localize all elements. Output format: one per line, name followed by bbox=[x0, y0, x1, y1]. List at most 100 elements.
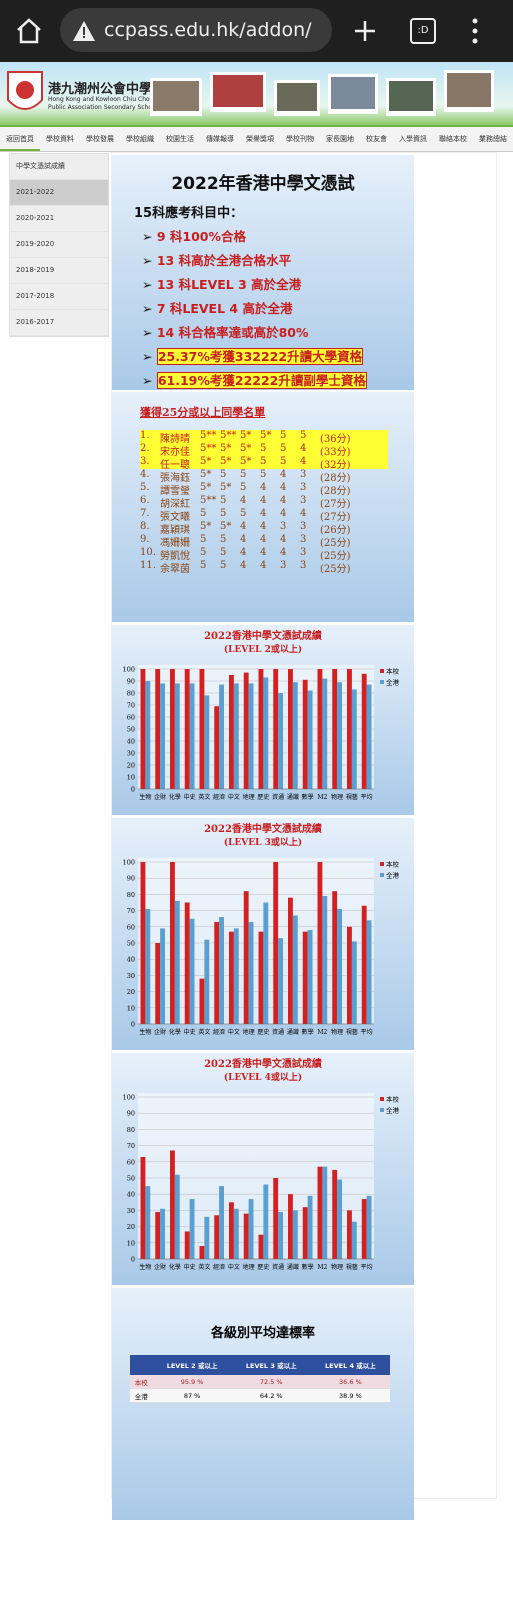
bar bbox=[184, 902, 190, 1024]
students-title: 獲得25分或以上同學名單 bbox=[140, 406, 266, 419]
x-tick-label: 化學 bbox=[169, 793, 181, 801]
bar bbox=[214, 1215, 220, 1259]
student-cell: 5* bbox=[200, 482, 212, 493]
nav-item[interactable]: 榮譽獎項 bbox=[246, 135, 274, 143]
bar bbox=[160, 683, 165, 789]
bar bbox=[332, 1169, 338, 1259]
bar bbox=[288, 669, 293, 789]
summary-point-text: 25.37%考獲332222升讀大學資格 bbox=[156, 348, 364, 365]
student-cell: 張文曦 bbox=[160, 512, 190, 523]
home-button[interactable] bbox=[14, 16, 44, 46]
bar bbox=[347, 926, 352, 1024]
summary-point-text: 61.19%考獲22222升讀副學士資格 bbox=[156, 372, 367, 389]
nav-bar: 返回首頁 學校資料 學校發展 學校組織 校園生活 傳媒報導 榮譽獎項 學校刊物 家長園地 校友會 入… bbox=[0, 125, 513, 152]
bar bbox=[199, 669, 205, 789]
nav-item[interactable]: 返回首頁 bbox=[0, 127, 40, 151]
sidebar-item[interactable]: 中學文憑試成績 bbox=[10, 154, 108, 180]
bar bbox=[140, 862, 146, 1024]
url-bar[interactable]: ccpass.edu.hk/addon/ bbox=[60, 8, 332, 52]
nav-item[interactable]: 入學資訊 bbox=[399, 135, 427, 143]
summary-point: 7 科LEVEL 4 高於全港 bbox=[142, 298, 414, 317]
x-tick-label: 數學 bbox=[302, 1028, 314, 1036]
bar bbox=[204, 1216, 210, 1259]
nav-item[interactable]: 校園生活 bbox=[166, 135, 194, 143]
x-tick-label: 企財 bbox=[154, 793, 166, 801]
nav-item[interactable]: 傳媒報導 bbox=[206, 135, 234, 143]
y-tick-label: 30 bbox=[127, 1207, 135, 1215]
nav-item[interactable]: 學校刊物 bbox=[286, 135, 314, 143]
x-tick-label: 英文 bbox=[198, 1263, 210, 1271]
tab-switcher[interactable]: :D bbox=[410, 18, 436, 44]
student-cell: 5* bbox=[240, 430, 252, 441]
y-tick-label: 100 bbox=[123, 666, 135, 674]
bar bbox=[174, 683, 180, 789]
student-cell: 3 bbox=[280, 560, 287, 571]
table-header-row: LEVEL 2 或以上 LEVEL 3 或以上 LEVEL 4 或以上 bbox=[130, 1355, 390, 1375]
student-cell: 3 bbox=[300, 495, 307, 506]
nav-item[interactable]: 校友會 bbox=[366, 135, 387, 143]
student-cell: 4 bbox=[260, 521, 267, 532]
bar bbox=[229, 931, 234, 1024]
x-tick-label: M2 bbox=[317, 1029, 327, 1036]
y-tick-label: 60 bbox=[127, 923, 135, 931]
nav-item[interactable]: 學校資料 bbox=[46, 135, 74, 143]
y-tick-label: 0 bbox=[131, 786, 135, 794]
student-cell: 4 bbox=[260, 482, 267, 493]
x-tick-label: 生物 bbox=[139, 793, 151, 801]
student-cell: 5 bbox=[200, 508, 207, 519]
student-row: 11. 余翠茵 5 5 4 4 3 3 (25分) bbox=[140, 560, 388, 575]
menu-button[interactable] bbox=[470, 16, 480, 46]
summary-point: 9 科100%合格 bbox=[142, 226, 414, 245]
x-tick-label: 中史 bbox=[184, 1263, 196, 1271]
summary-point-text: 14 科合格率達或高於80% bbox=[156, 325, 309, 340]
sidebar-item[interactable]: 2017-2018 bbox=[10, 284, 108, 310]
new-tab-button[interactable] bbox=[352, 18, 378, 44]
student-cell: 5 bbox=[240, 469, 247, 480]
bar bbox=[307, 1195, 313, 1259]
y-tick-label: 50 bbox=[127, 726, 135, 734]
student-cell: 5** bbox=[220, 430, 237, 441]
student-row: 7. 張文曦 5 5 5 4 4 4 (27分) bbox=[140, 508, 388, 523]
x-tick-label: 通識 bbox=[287, 1028, 299, 1036]
y-tick-label: 90 bbox=[127, 875, 135, 883]
x-tick-label: 英文 bbox=[198, 1028, 210, 1036]
x-tick-label: 歷史 bbox=[257, 793, 269, 801]
bar bbox=[219, 917, 224, 1024]
sidebar-item[interactable]: 2020-2021 bbox=[10, 206, 108, 232]
table-header-cell: LEVEL 2 或以上 bbox=[152, 1355, 232, 1375]
sidebar-item[interactable]: 2021-2022 bbox=[10, 180, 108, 206]
x-tick-label: 生物 bbox=[139, 1028, 151, 1036]
nav-item[interactable]: 學校組織 bbox=[126, 135, 154, 143]
nav-item[interactable]: 聯絡本校 bbox=[439, 135, 467, 143]
bar bbox=[184, 669, 190, 789]
bar bbox=[140, 669, 146, 789]
bar bbox=[248, 683, 254, 789]
sidebar-item[interactable]: 2019-2020 bbox=[10, 232, 108, 258]
y-tick-label: 10 bbox=[127, 774, 135, 782]
student-cell: 4 bbox=[240, 534, 247, 545]
bar bbox=[347, 669, 352, 789]
student-row: 2. 宋亦佳 5** 5* 5* 5 5 4 (33分) bbox=[140, 443, 388, 458]
bar bbox=[189, 1199, 195, 1259]
chart-title: 2022香港中學文憑試成績 bbox=[204, 822, 322, 835]
chart-title: 2022香港中學文憑試成績 bbox=[204, 629, 322, 642]
sidebar-item[interactable]: 2018-2019 bbox=[10, 258, 108, 284]
student-cell: 4 bbox=[300, 443, 307, 454]
student-cell: 5 bbox=[220, 508, 227, 519]
nav-item[interactable]: 家長園地 bbox=[326, 135, 354, 143]
bar bbox=[322, 896, 328, 1024]
student-cell: (32分) bbox=[320, 460, 351, 471]
nav-item[interactable]: 學校發展 bbox=[86, 135, 114, 143]
bar bbox=[317, 862, 323, 1024]
student-cell: 4 bbox=[240, 521, 247, 532]
bar bbox=[366, 684, 372, 789]
nav-item[interactable]: 業務總結 bbox=[479, 135, 507, 143]
photo-strip bbox=[150, 70, 494, 116]
student-cell: 4 bbox=[300, 456, 307, 467]
table-cell: 36.6 % bbox=[310, 1375, 390, 1389]
student-cell: 5* bbox=[220, 521, 232, 532]
student-cell: 10. bbox=[140, 547, 156, 558]
table-row: 全港 87 % 64.2 % 38.9 % bbox=[130, 1388, 390, 1403]
summary-list: 9 科100%合格 13 科高於全港合格水平 13 科LEVEL 3 高於全港 7 科… bbox=[112, 226, 414, 389]
sidebar-item[interactable]: 2016-2017 bbox=[10, 310, 108, 336]
